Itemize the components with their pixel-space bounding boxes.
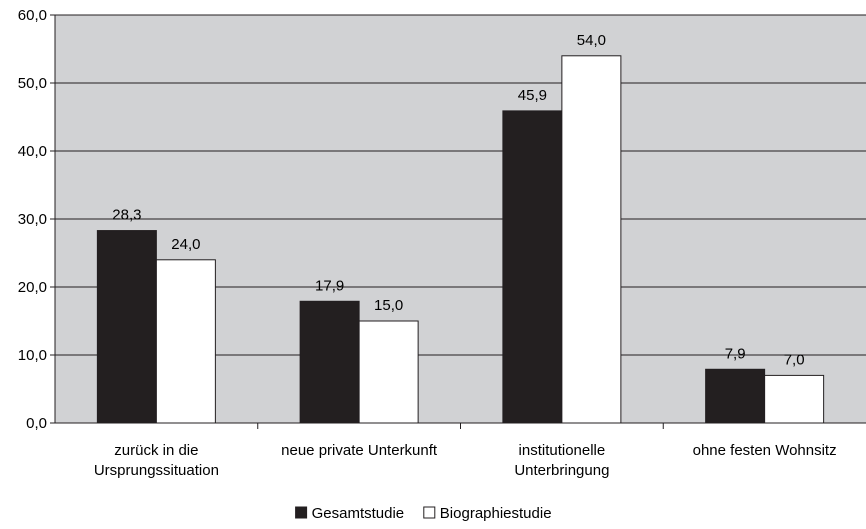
bars [96, 55, 825, 424]
bar-gesamtstudie [299, 300, 360, 424]
y-tick-label: 60,0 [18, 7, 47, 24]
y-tick-label: 50,0 [18, 75, 47, 92]
data-label: 45,9 [518, 87, 547, 104]
bar-biographiestudie [764, 374, 825, 424]
x-category-label: institutionelle Unterbringung [514, 442, 609, 479]
bar-gesamtstudie [502, 110, 563, 424]
bar-biographiestudie [561, 55, 622, 424]
y-tick-label: 40,0 [18, 143, 47, 160]
y-tick-label: 0,0 [26, 415, 47, 432]
x-category-label: zurück in die Ursprungssituation [94, 442, 219, 479]
data-labels: 28,3 24,0 17,9 15,0 45,9 54,0 7,9 7,0 [112, 32, 804, 369]
data-label: 54,0 [577, 32, 606, 49]
data-label: 7,0 [784, 351, 805, 368]
legend-swatch [295, 506, 308, 519]
bar-gesamtstudie [96, 230, 157, 424]
data-label: 15,0 [374, 297, 403, 314]
x-category-label: ohne festen Wohnsitz [693, 442, 837, 459]
bar-gesamtstudie [705, 368, 766, 424]
data-label: 24,0 [171, 236, 200, 253]
legend-label: Gesamtstudie [312, 505, 405, 522]
data-label: 17,9 [315, 277, 344, 294]
legend-swatch [423, 506, 436, 519]
x-category-label: neue private Unterkunft [281, 442, 438, 459]
legend-label: Biographiestudie [440, 505, 552, 522]
y-tick-label: 20,0 [18, 279, 47, 296]
y-tick-label: 30,0 [18, 211, 47, 228]
legend: Gesamtstudie Biographiestudie [295, 505, 552, 522]
bar-biographiestudie [358, 320, 419, 424]
data-label: 28,3 [112, 207, 141, 224]
data-label: 7,9 [725, 345, 746, 362]
bar-biographiestudie [155, 259, 216, 424]
y-tick-label: 10,0 [18, 347, 47, 364]
